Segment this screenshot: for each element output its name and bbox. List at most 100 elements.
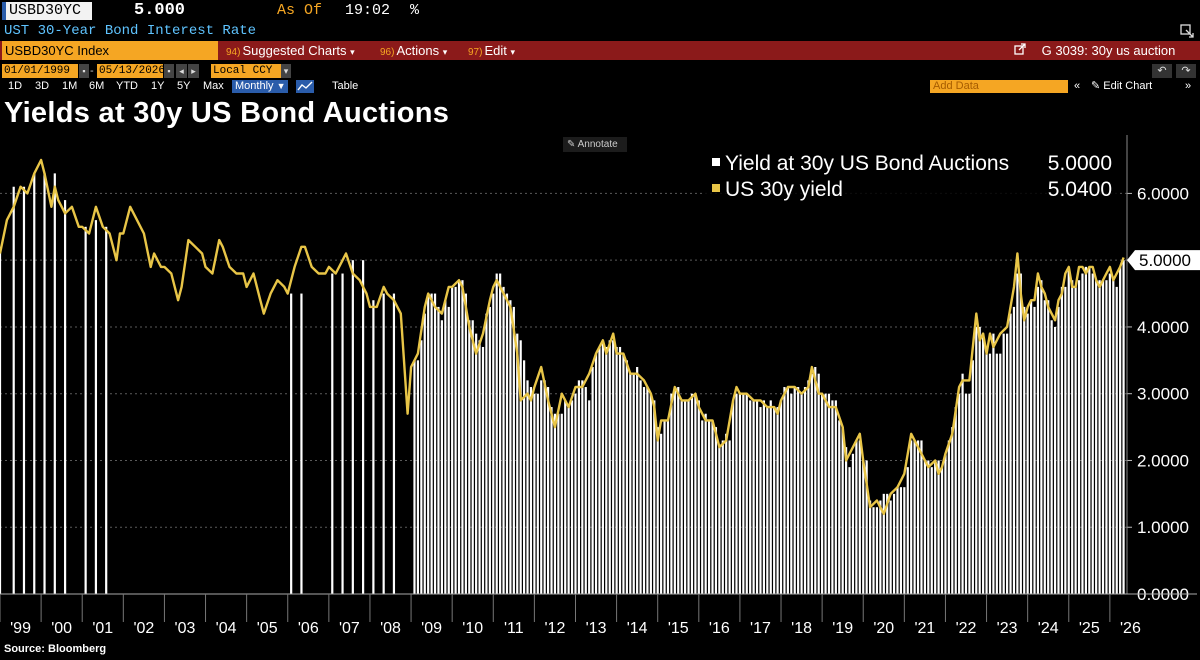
calendar-icon[interactable]: ▪: [79, 64, 89, 78]
auction-bar: [454, 286, 457, 594]
ticker-box[interactable]: USBD30YC: [2, 2, 92, 20]
auction-bar: [495, 273, 498, 594]
add-data-input[interactable]: Add Data: [930, 80, 1068, 93]
as-of-label: As Of: [277, 2, 323, 19]
auction-bar: [899, 487, 903, 594]
auction-bar: [636, 367, 639, 594]
period-ytd[interactable]: YTD: [116, 80, 138, 92]
auction-bar: [63, 200, 67, 594]
auction-bar: [0, 246, 2, 594]
end-date-input[interactable]: 05/13/2026: [97, 64, 166, 78]
auction-bar: [553, 413, 557, 594]
period-1y[interactable]: 1Y: [151, 80, 165, 92]
x-axis: '99 '00 '01 '02 '03 '04 '05 '06 '07 '08 '09 '10 '11 '…: [0, 593, 1197, 637]
auction-bar: [803, 387, 807, 594]
auction-bar: [1112, 280, 1115, 594]
auction-bar: [1050, 320, 1053, 594]
period-3d[interactable]: 3D: [35, 80, 50, 92]
auction-bar: [84, 226, 87, 594]
auction-bar: [461, 280, 464, 594]
auction-bar: [711, 420, 714, 594]
auction-bar: [570, 400, 574, 594]
unit-label: %: [410, 2, 420, 19]
auction-bar: [557, 413, 560, 594]
auction-bar: [1115, 286, 1118, 594]
auction-bar: [433, 293, 437, 594]
actions-button[interactable]: 96) Actions ▾: [380, 43, 448, 58]
chevron-down-icon[interactable]: ▾: [281, 64, 291, 78]
auction-bar: [567, 407, 570, 594]
auction-bar: [845, 447, 848, 594]
legend-swatch: [712, 158, 720, 166]
period-1m[interactable]: 1M: [62, 80, 78, 92]
chart-svg: 0.00001.00002.00003.00004.00005.00006.00…: [0, 135, 1200, 637]
period-5y[interactable]: 5Y: [177, 80, 191, 92]
popout-icon[interactable]: [1180, 24, 1194, 38]
auction-bar: [1002, 333, 1005, 594]
auction-bar: [783, 387, 786, 594]
chart-type-icon[interactable]: [296, 80, 314, 93]
auction-bar: [300, 293, 303, 594]
auction-bar: [687, 400, 690, 594]
legend-value: 5.0400: [1048, 178, 1112, 201]
auction-bar: [817, 373, 820, 594]
auction-bar: [694, 393, 697, 594]
x-tick-label: '13: [586, 620, 607, 637]
auction-bar: [625, 360, 628, 594]
external-link-icon[interactable]: [1014, 41, 1028, 60]
auction-bar: [868, 500, 872, 594]
auction-bar: [821, 393, 824, 594]
index-field[interactable]: USBD30YC Index: [2, 41, 218, 60]
auction-bar: [12, 186, 15, 594]
edit-button[interactable]: 97) Edit ▾: [468, 43, 516, 58]
auction-bar: [862, 460, 865, 594]
x-tick-label: '19: [832, 620, 853, 637]
function-title: G 3039: 30y us auction: [1014, 41, 1175, 60]
period-6m[interactable]: 6M: [89, 80, 105, 92]
suggested-charts-button[interactable]: 94) Suggested Charts ▾: [226, 43, 355, 58]
edit-chart-button[interactable]: ✎ Edit Chart: [1091, 80, 1153, 92]
auction-bar: [971, 360, 974, 594]
auction-bar: [995, 353, 998, 594]
auction-bar: [666, 420, 670, 594]
period-1d[interactable]: 1D: [8, 80, 23, 92]
x-tick-label: '01: [92, 620, 113, 637]
currency-select[interactable]: Local CCY: [211, 64, 281, 78]
auction-bar: [488, 306, 491, 594]
x-tick-label: '17: [750, 620, 771, 637]
auction-bar: [920, 440, 923, 594]
calendar-icon[interactable]: ▪: [164, 64, 174, 78]
auction-bar: [1026, 313, 1029, 594]
annotate-button[interactable]: ✎ Annotate: [563, 137, 627, 152]
auction-bar: [523, 360, 526, 594]
auction-bar: [824, 393, 827, 594]
auction-bar: [526, 380, 529, 594]
prev-arrow-icon[interactable]: ◂: [176, 64, 187, 78]
next-arrow-icon[interactable]: ▸: [188, 64, 199, 78]
auction-bar: [759, 407, 762, 594]
x-tick-label: '03: [175, 620, 196, 637]
pencil-icon: ✎: [567, 139, 576, 150]
auction-bar: [982, 333, 985, 594]
undo-icon[interactable]: ↶: [1152, 64, 1172, 78]
auction-bar: [961, 373, 964, 594]
auction-bar: [742, 393, 745, 594]
chart-title: Yields at 30y US Bond Auctions: [4, 97, 450, 129]
auction-bar: [1040, 280, 1043, 594]
collapse-icon[interactable]: «: [1074, 80, 1081, 92]
x-tick-label: '16: [709, 620, 730, 637]
auction-bar: [512, 306, 515, 594]
frequency-select[interactable]: Monthly ▼: [232, 80, 288, 93]
auction-bar: [427, 293, 430, 594]
auction-bar: [954, 407, 957, 594]
start-date-input[interactable]: 01/01/1999: [2, 64, 78, 78]
auction-bar: [923, 460, 926, 594]
expand-icon[interactable]: »: [1185, 80, 1192, 92]
x-tick-label: '25: [1079, 620, 1100, 637]
y-tick-label: 6.0000: [1137, 184, 1189, 203]
table-button[interactable]: Table: [332, 80, 359, 92]
period-max[interactable]: Max: [203, 80, 224, 92]
redo-icon[interactable]: ↷: [1176, 64, 1196, 78]
auction-bar: [440, 320, 443, 594]
auction-bar: [731, 400, 735, 594]
